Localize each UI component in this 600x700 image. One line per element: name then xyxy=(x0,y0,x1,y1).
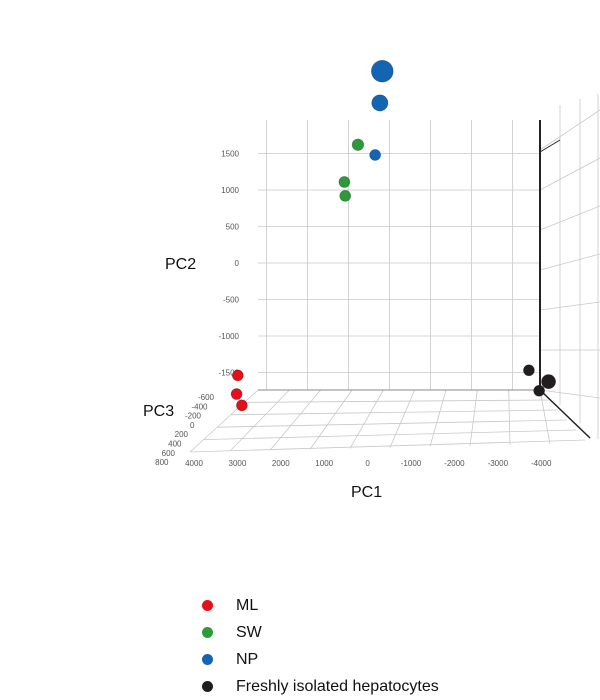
floor-grid-line xyxy=(349,389,384,449)
pc1-tick-label: 1000 xyxy=(315,459,333,468)
pc3-tick-label: 200 xyxy=(175,430,189,439)
pc3-tick-label: 0 xyxy=(190,421,195,430)
floor-grid-line xyxy=(309,389,353,450)
legend-item-np[interactable]: NP xyxy=(198,646,439,673)
right-wall-grid-line xyxy=(539,157,600,191)
legend-label: ML xyxy=(236,596,259,614)
floor-grid-line xyxy=(269,389,321,451)
legend-label: SW xyxy=(236,623,262,641)
pc1-tick-label: -4000 xyxy=(531,459,552,468)
floor-grid-line xyxy=(217,419,568,428)
back-wall-grid xyxy=(258,120,540,390)
pc3-tick-label: 600 xyxy=(162,449,176,458)
floor-grid-line xyxy=(389,389,416,448)
pc3-tick-label: 800 xyxy=(155,458,169,467)
floor-grid-line xyxy=(508,389,511,445)
floor-grid-line xyxy=(230,409,559,416)
pc3-tick-label: 400 xyxy=(168,440,182,449)
floor-grid-line xyxy=(539,389,551,445)
legend-marker xyxy=(202,654,213,665)
pc1-axis-title: PC1 xyxy=(351,484,382,501)
axis-frame xyxy=(258,120,591,439)
pc2-edge-line xyxy=(539,139,561,153)
right-wall-grid-line xyxy=(539,205,600,231)
data-point-freshly-isolated-hepatocytes xyxy=(541,374,556,390)
floor-grid-line xyxy=(244,399,550,403)
data-point-freshly-isolated-hepatocytes xyxy=(533,384,545,397)
legend-marker xyxy=(202,627,213,638)
pc2-tick-label: -1500 xyxy=(219,369,240,378)
pc2-tick-label: 500 xyxy=(226,223,240,232)
pc2-tick-label: -500 xyxy=(223,296,240,305)
data-points xyxy=(230,59,556,412)
pc2-tick-label: 1000 xyxy=(221,186,239,195)
data-point-np xyxy=(369,149,381,161)
pc1-tick-label: 4000 xyxy=(185,459,203,468)
pc1-tick-label: -2000 xyxy=(444,459,465,468)
pca-3d-scatter-plot: 4000 3000 2000 1000 0 -1000 -2000 -3000 -4000150… xyxy=(143,59,600,501)
pc3-tick-label: -400 xyxy=(191,402,208,411)
legend-item-hepatocytes[interactable]: Freshly isolated hepatocytes xyxy=(198,673,439,700)
legend: ML SW NP Freshly isolated hepatocytes xyxy=(198,592,439,700)
floor-grid-line xyxy=(469,389,478,446)
right-wall-grid xyxy=(539,93,600,440)
pc1-tick-label: 2000 xyxy=(272,459,290,468)
pc2-tick-label: 1500 xyxy=(221,150,239,159)
pc1-tick-label: 3000 xyxy=(229,459,247,468)
pc2-tick-label: 0 xyxy=(235,259,240,268)
data-point-np xyxy=(371,94,389,112)
pc1-tick-label: -3000 xyxy=(488,459,509,468)
pc3-edge-line xyxy=(539,389,591,439)
pc2-tick-label: -1000 xyxy=(219,332,240,341)
floor-grid-line xyxy=(429,389,447,447)
pc1-tick-label: 0 xyxy=(365,459,370,468)
right-wall-grid-line xyxy=(539,253,600,271)
right-wall-grid-line xyxy=(539,389,600,399)
data-point-ml xyxy=(230,388,243,400)
floor-grid-line xyxy=(189,389,259,453)
legend-item-ml[interactable]: ML xyxy=(198,592,439,619)
right-wall-grid-line xyxy=(539,301,600,311)
pc3-tick-label: -200 xyxy=(185,412,202,421)
floor-grid-line xyxy=(229,389,290,452)
floor-grid xyxy=(189,389,586,453)
floor-grid-line xyxy=(189,439,586,453)
legend-label: Freshly isolated hepatocytes xyxy=(236,677,439,695)
tick-labels: 4000 3000 2000 1000 0 -1000 -2000 -3000 -4000150… xyxy=(155,150,552,469)
data-point-freshly-isolated-hepatocytes xyxy=(523,364,535,377)
data-point-ml xyxy=(236,399,248,412)
pc3-axis-title: PC3 xyxy=(143,403,174,420)
data-point-sw xyxy=(339,190,352,202)
data-point-sw xyxy=(351,138,365,151)
data-point-ml xyxy=(232,369,244,382)
data-point-np xyxy=(371,59,394,83)
pc1-tick-label: -1000 xyxy=(401,459,422,468)
legend-marker xyxy=(202,600,213,611)
right-wall-grid-line xyxy=(539,109,600,151)
pc3-tick-label: -600 xyxy=(198,393,215,402)
data-point-sw xyxy=(338,176,351,188)
legend-marker xyxy=(202,681,213,692)
floor-grid-line xyxy=(203,429,577,440)
legend-label: NP xyxy=(236,650,259,668)
legend-item-sw[interactable]: SW xyxy=(198,619,439,646)
pc2-axis-title: PC2 xyxy=(165,256,196,273)
